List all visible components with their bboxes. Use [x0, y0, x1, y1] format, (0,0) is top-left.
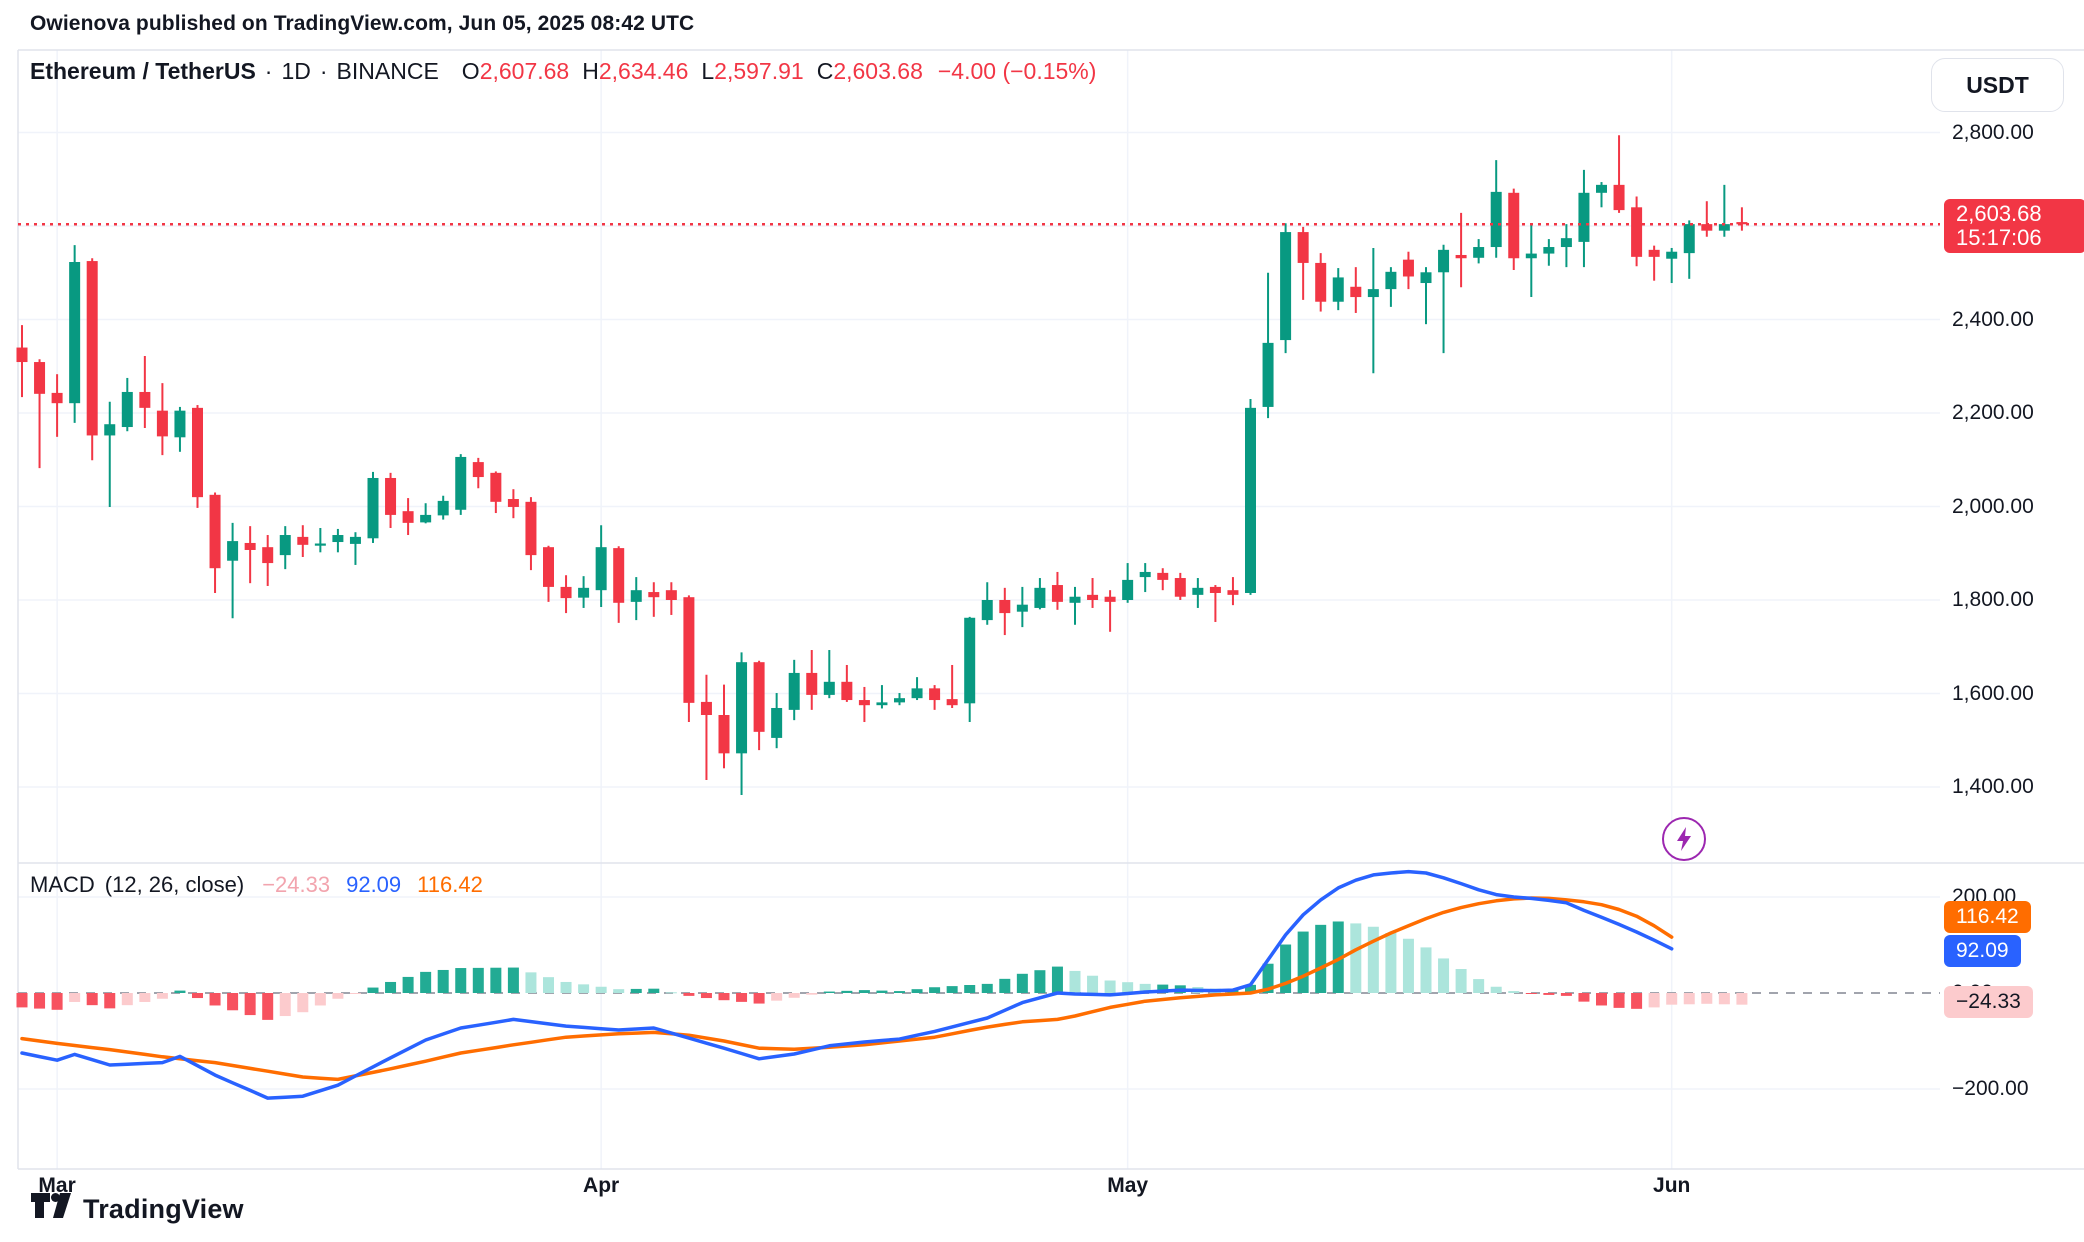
- interval-label[interactable]: 1D: [281, 58, 311, 84]
- signal-value-badge: 116.42: [1944, 901, 2031, 933]
- tradingview-logo-text: TradingView: [83, 1193, 244, 1224]
- time-axis-label: Mar: [38, 1174, 76, 1197]
- last-price-badge: 2,603.68 15:17:06: [1944, 199, 2084, 253]
- hist-value-badge: −24.33: [1944, 986, 2033, 1018]
- high-label: H: [582, 58, 599, 84]
- indicator-hist-value: −24.33: [262, 872, 331, 897]
- flash-action-button[interactable]: [1662, 817, 1706, 861]
- price-axis-label: 2,200.00: [1952, 401, 2034, 424]
- lightning-icon: [1677, 827, 1691, 851]
- bar-countdown: 15:17:06: [1956, 225, 2042, 250]
- indicator-legend: MACD (12, 26, close) −24.33 92.09 116.42: [30, 872, 483, 898]
- symbol-bar: Ethereum / TetherUS · 1D · BINANCE O2,60…: [30, 58, 1096, 85]
- attribution-text: Owienova published on TradingView.com, J…: [30, 12, 695, 35]
- separator-dot: ·: [319, 58, 328, 84]
- macd-value-badge: 92.09: [1944, 935, 2021, 967]
- indicator-signal-value: 116.42: [417, 872, 483, 897]
- time-axis-label: Apr: [583, 1174, 620, 1197]
- low-label: L: [701, 58, 715, 84]
- tradingview-logo-icon: [31, 1193, 71, 1218]
- price-axis-label: 1,800.00: [1952, 588, 2034, 611]
- last-price-value: 2,603.68: [1956, 201, 2042, 226]
- open-label: O: [461, 58, 480, 84]
- symbol-name[interactable]: Ethereum / TetherUS: [30, 58, 256, 84]
- price-axis-label: 2,400.00: [1952, 307, 2034, 331]
- price-axis-label: 1,400.00: [1952, 775, 2034, 798]
- high-value: 2,634.46: [598, 58, 689, 84]
- footer-brand[interactable]: TradingView: [30, 1192, 244, 1226]
- indicator-macd-value: 92.09: [346, 872, 402, 897]
- currency-toggle-button[interactable]: USDT: [1931, 58, 2064, 112]
- macd-axis-label: −200.00: [1952, 1077, 2029, 1100]
- indicator-title[interactable]: MACD: [30, 872, 95, 897]
- low-value: 2,597.91: [714, 58, 804, 84]
- price-axis-label: 1,600.00: [1952, 681, 2034, 705]
- change-value: −4.00 (−0.15%): [937, 58, 1097, 84]
- close-label: C: [816, 58, 834, 84]
- price-axis-label: 2,800.00: [1952, 120, 2034, 144]
- time-axis-label: May: [1107, 1174, 1149, 1197]
- separator-dot: ·: [264, 58, 273, 84]
- ohlc-values: O2,607.68 H2,634.46 L2,597.91 C2,603.68 …: [462, 58, 1097, 85]
- exchange-label: BINANCE: [336, 58, 439, 84]
- open-value: 2,607.68: [479, 58, 570, 84]
- indicator-params: (12, 26, close): [104, 872, 245, 897]
- time-axis-label: Jun: [1653, 1174, 1691, 1197]
- close-value: 2,603.68: [833, 58, 923, 84]
- price-axis-label: 2,000.00: [1952, 494, 2034, 518]
